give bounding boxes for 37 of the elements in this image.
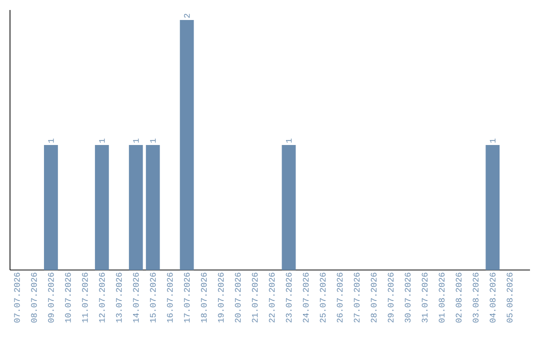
x-tick-label: 02.08.2026 (456, 272, 462, 322)
data-label: 2 (184, 14, 190, 18)
x-tick-label: 13.07.2026 (116, 272, 122, 322)
x-tick-label: 04.08.2026 (490, 272, 496, 322)
x-tick-label: 20.07.2026 (234, 272, 241, 322)
x-tick-label: 23.07.2026 (286, 272, 292, 322)
x-tick-label: 18.07.2026 (200, 272, 207, 322)
x-tick-label: 24.07.2026 (302, 272, 309, 322)
x-tick-label: 21.07.2026 (252, 272, 258, 322)
x-tick-label: 17.07.2026 (184, 272, 190, 322)
x-tick-label: 05.08.2026 (506, 272, 512, 322)
data-label: 1 (150, 138, 156, 143)
x-tick-label: 22.07.2026 (268, 272, 275, 322)
x-tick-label: 03.08.2026 (472, 272, 479, 322)
x-tick-label: 11.07.2026 (82, 272, 88, 322)
data-label: 1 (99, 138, 105, 143)
x-tick-label: 30.07.2026 (404, 272, 411, 322)
x-tick-label: 08.07.2026 (31, 272, 37, 322)
x-tick-label: 26.07.2026 (336, 272, 343, 322)
x-tick-label: 16.07.2026 (166, 272, 173, 322)
x-tick-label: 10.07.2026 (65, 272, 71, 322)
data-label: 1 (48, 138, 54, 143)
x-tick-label: 15.07.2026 (150, 272, 156, 322)
x-tick-label: 14.07.2026 (133, 272, 139, 322)
x-tick-label: 31.07.2026 (422, 272, 428, 322)
x-tick-label: 12.07.2026 (99, 272, 105, 322)
x-tick-label: 27.07.2026 (354, 272, 360, 322)
data-label: 1 (133, 138, 139, 143)
x-tick-label: 29.07.2026 (388, 272, 394, 322)
x-tick-label: 28.07.2026 (370, 272, 377, 322)
x-tick-label: 25.07.2026 (320, 272, 326, 322)
x-tick-label: 19.07.2026 (218, 272, 224, 322)
data-label: 1 (490, 138, 496, 143)
x-tick-label: 01.08.2026 (438, 272, 445, 322)
x-tick-label: 07.07.2026 (14, 272, 20, 322)
x-tick-label: 09.07.2026 (48, 272, 54, 322)
data-label: 1 (286, 138, 292, 143)
